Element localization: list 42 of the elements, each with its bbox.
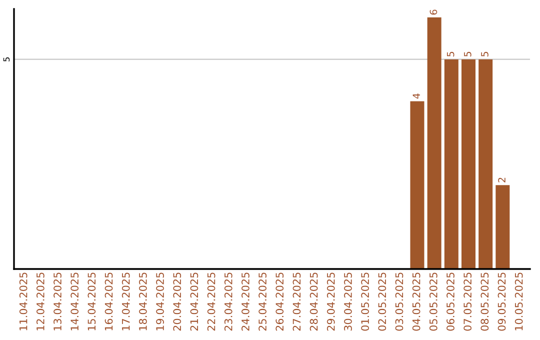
x-tick-label: 01.05.2025 [361, 272, 369, 331]
x-tick-label: 13.04.2025 [54, 272, 62, 330]
x-tick-label: 19.04.2025 [156, 272, 164, 330]
x-tick-label: 27.04.2025 [292, 272, 301, 331]
x-tick-label: 21.04.2025 [190, 272, 198, 331]
x-tick-label: 02.05.2025 [378, 272, 386, 331]
bar [444, 59, 458, 269]
x-tick-label: 23.04.2025 [224, 272, 232, 331]
data-label: 5 [464, 52, 472, 56]
x-tick-label: 22.04.2025 [207, 272, 216, 331]
x-tick-label: 25.04.2025 [258, 272, 266, 331]
bar [478, 59, 493, 269]
bar [461, 59, 476, 269]
data-label: 5 [481, 52, 488, 56]
data-label: 5 [447, 52, 454, 56]
x-tick-label: 04.05.2025 [412, 272, 420, 331]
x-tick-label: 28.04.2025 [310, 272, 318, 331]
x-tick-label: 09.05.2025 [498, 272, 506, 331]
x-tick-label: 15.04.2025 [88, 272, 96, 330]
x-tick-label: 16.04.2025 [104, 272, 113, 330]
data-label: 4 [412, 94, 420, 99]
x-tick-label: 24.04.2025 [242, 272, 250, 331]
x-tick-label: 14.04.2025 [70, 272, 79, 330]
x-tick-label: 06.05.2025 [446, 272, 454, 331]
x-tick-label: 03.05.2025 [395, 272, 404, 331]
data-label: 2 [498, 178, 506, 182]
x-tick-label: 10.05.2025 [514, 272, 523, 330]
bar [410, 101, 424, 269]
x-tick-label: 11.04.2025 [19, 272, 28, 330]
x-tick-label: 17.04.2025 [122, 272, 130, 330]
x-tick-label: 07.05.2025 [464, 272, 472, 331]
x-tick-label: 05.05.2025 [429, 272, 438, 331]
x-tick-label: 12.04.2025 [36, 272, 44, 330]
x-tick-label: 30.04.2025 [344, 272, 352, 331]
x-tick-label: 08.05.2025 [480, 272, 489, 331]
bar [427, 17, 442, 269]
x-tick-label: 26.04.2025 [276, 272, 284, 331]
data-label: 6 [430, 10, 438, 15]
x-tick-label: 18.04.2025 [139, 272, 147, 330]
bar [496, 185, 510, 269]
x-tick-label: 20.04.2025 [173, 272, 182, 331]
x-tick-label: 29.04.2025 [326, 272, 335, 331]
